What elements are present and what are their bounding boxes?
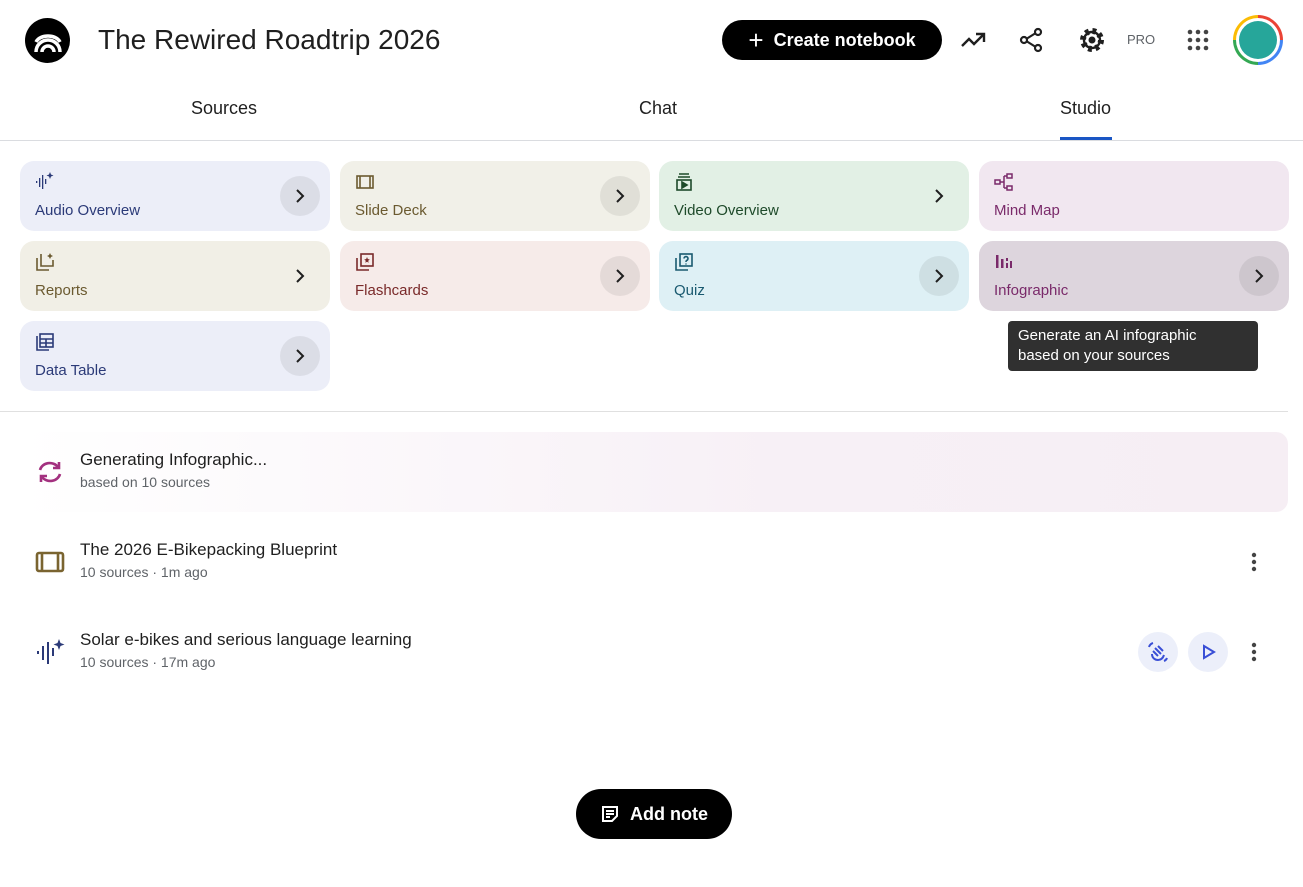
studio-card-flashcards[interactable]: Flashcards <box>340 241 650 311</box>
studio-card-infographic[interactable]: Infographic <box>979 241 1289 311</box>
chevron-right-icon[interactable] <box>600 176 640 216</box>
reports-icon <box>35 252 55 272</box>
create-notebook-button[interactable]: + Create notebook <box>722 20 942 60</box>
chevron-right-icon[interactable] <box>919 256 959 296</box>
flashcards-icon <box>355 252 375 272</box>
divider <box>0 411 1288 412</box>
studio-card-label: Mind Map <box>994 202 1060 219</box>
wave-hand-icon <box>1148 642 1168 662</box>
share-icon[interactable] <box>1015 24 1047 56</box>
infographic-icon <box>994 252 1014 272</box>
output-title: Generating Infographic... <box>80 450 268 469</box>
notebooklm-logo[interactable] <box>25 18 70 63</box>
studio-card-label: Reports <box>35 282 88 299</box>
chevron-right-icon[interactable] <box>1239 256 1279 296</box>
infographic-tooltip: Generate an AI infographic based on your … <box>1008 321 1258 371</box>
sync-icon <box>38 461 62 483</box>
chevron-right-icon[interactable] <box>280 336 320 376</box>
output-item-slide-deck[interactable]: The 2026 E-Bikepacking Blueprint 10 sour… <box>20 522 1288 602</box>
output-item-audio[interactable]: Solar e-bikes and serious language learn… <box>20 612 1288 692</box>
interactive-mode-button[interactable] <box>1138 632 1178 672</box>
more-options-icon[interactable] <box>1238 634 1270 670</box>
studio-card-label: Quiz <box>674 282 705 299</box>
slides-icon <box>35 551 65 573</box>
studio-card-label: Video Overview <box>674 202 779 219</box>
add-note-button[interactable]: Add note <box>576 789 732 839</box>
studio-card-reports[interactable]: Reports <box>20 241 330 311</box>
output-subtitle: based on 10 sources <box>80 474 210 490</box>
studio-card-label: Flashcards <box>355 282 429 299</box>
slides-icon <box>355 172 375 192</box>
mind-map-icon <box>994 172 1014 192</box>
studio-card-label: Slide Deck <box>355 202 427 219</box>
tab-chat[interactable]: Chat <box>639 98 678 118</box>
table-icon <box>35 332 55 352</box>
studio-card-slide-deck[interactable]: Slide Deck <box>340 161 650 231</box>
studio-card-label: Audio Overview <box>35 202 141 219</box>
analytics-icon[interactable] <box>957 24 989 56</box>
studio-card-data-table[interactable]: Data Table <box>20 321 330 391</box>
play-icon <box>1203 644 1216 660</box>
studio-card-video-overview[interactable]: Video Overview <box>659 161 969 231</box>
notebook-title[interactable]: The Rewired Roadtrip 2026 <box>98 24 441 55</box>
studio-card-label: Data Table <box>35 362 107 379</box>
plus-icon: + <box>748 25 764 55</box>
settings-icon[interactable] <box>1076 24 1108 56</box>
output-title: The 2026 E-Bikepacking Blueprint <box>80 540 338 559</box>
quiz-icon <box>674 252 694 272</box>
more-options-icon[interactable] <box>1238 544 1270 580</box>
divider <box>0 140 1303 141</box>
output-subtitle: 10 sources · 17m ago <box>80 654 216 670</box>
note-icon <box>602 806 618 822</box>
audio-sparkle-icon <box>35 172 55 192</box>
audio-sparkle-icon <box>37 639 65 664</box>
output-subtitle: 10 sources · 1m ago <box>80 564 208 580</box>
studio-card-label: Infographic <box>994 282 1069 299</box>
pro-badge: PRO <box>1127 32 1156 47</box>
tab-sources[interactable]: Sources <box>191 98 258 118</box>
play-button[interactable] <box>1188 632 1228 672</box>
studio-card-quiz[interactable]: Quiz <box>659 241 969 311</box>
studio-card-audio-overview[interactable]: Audio Overview <box>20 161 330 231</box>
active-tab-indicator <box>1060 137 1112 140</box>
studio-card-mind-map[interactable]: Mind Map <box>979 161 1289 231</box>
chevron-right-icon[interactable] <box>919 176 959 216</box>
chevron-right-icon[interactable] <box>280 256 320 296</box>
apps-grid-icon[interactable] <box>1182 24 1214 56</box>
tab-studio[interactable]: Studio <box>1060 98 1112 118</box>
video-icon <box>674 172 694 192</box>
avatar[interactable] <box>1233 15 1283 65</box>
chevron-right-icon[interactable] <box>600 256 640 296</box>
output-title: Solar e-bikes and serious language learn… <box>80 630 412 649</box>
output-item-generating[interactable]: Generating Infographic... based on 10 so… <box>20 432 1288 512</box>
chevron-right-icon[interactable] <box>280 176 320 216</box>
